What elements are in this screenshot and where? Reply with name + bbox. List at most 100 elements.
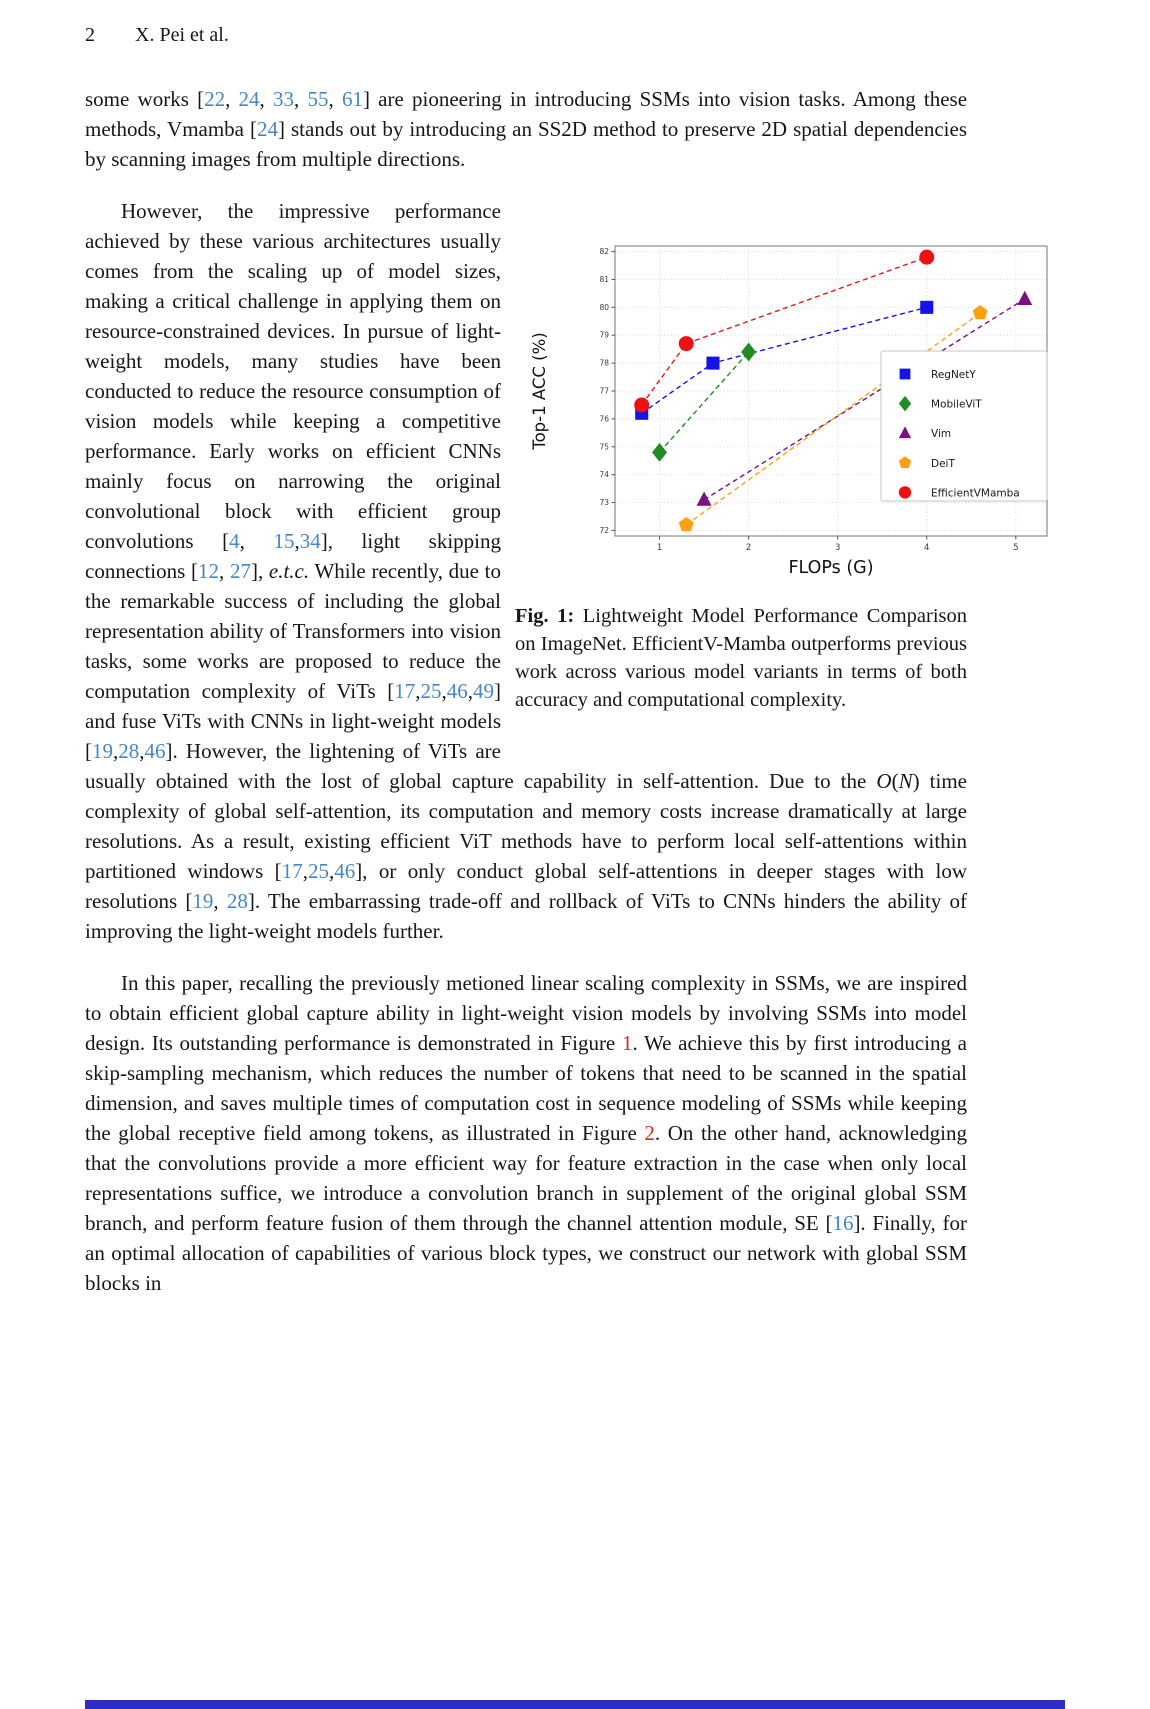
text-segment: N xyxy=(898,769,913,793)
citation-link[interactable]: 4 xyxy=(229,529,240,553)
running-head: X. Pei et al. xyxy=(135,24,229,46)
paper-page: 2 X. Pei et al. some works [22, 24, 33, … xyxy=(85,24,1048,1298)
figure-1: 72 73 74 75 76 77 78 79 80 81 82 1 2 3 4 5 RegNetY Mobile… xyxy=(515,188,1050,714)
text-segment: , xyxy=(139,739,145,763)
figure-caption: Fig. 1: Lightweight Model Performance Co… xyxy=(515,602,967,714)
legend-entry-Vim: Vim xyxy=(898,426,951,440)
text-segment: , xyxy=(239,529,274,553)
citation-link[interactable]: 46 xyxy=(334,859,356,883)
citation-link[interactable]: 12 xyxy=(198,559,219,583)
citation-link[interactable]: 15 xyxy=(273,529,295,553)
svg-text:76: 76 xyxy=(599,414,609,423)
chart-ticks: 72 73 74 75 76 77 78 79 80 81 82 1 2 3 4 5 xyxy=(599,247,1018,553)
running-header: 2 X. Pei et al. xyxy=(85,24,967,47)
citation-link[interactable]: 33 xyxy=(273,87,295,111)
svg-text:5: 5 xyxy=(1013,543,1018,553)
text-segment: , xyxy=(467,679,473,703)
chart-legend: RegNetY MobileViT Vim DeiT EfficientVMamba xyxy=(880,350,1048,502)
svg-text:EfficientVMamba: EfficientVMamba xyxy=(931,487,1020,499)
svg-text:82: 82 xyxy=(599,247,609,256)
citation-link[interactable]: 49 xyxy=(473,679,494,703)
legend-entry-EfficientVMamba: EfficientVMamba xyxy=(898,486,1020,499)
figure-ref-link[interactable]: 2 xyxy=(644,1121,655,1145)
text-segment: , xyxy=(302,859,308,883)
svg-text:1: 1 xyxy=(657,543,662,553)
svg-text:DeiT: DeiT xyxy=(931,458,955,470)
svg-text:3: 3 xyxy=(835,543,840,553)
svg-text:74: 74 xyxy=(599,470,609,479)
page-content: some works [22, 24, 33, 55, 61] are pion… xyxy=(85,84,1048,1298)
svg-text:78: 78 xyxy=(599,359,609,368)
citation-link[interactable]: 34 xyxy=(299,529,321,553)
text-segment: ]. The embarrassing trade-off and rollba… xyxy=(85,889,968,943)
citation-link[interactable]: 28 xyxy=(226,889,248,913)
svg-text:80: 80 xyxy=(599,303,609,312)
text-segment: , xyxy=(213,889,227,913)
text-segment: ], xyxy=(250,559,269,583)
figure-caption-label: Fig. 1: xyxy=(515,605,575,627)
citation-link[interactable]: 61 xyxy=(341,87,363,111)
chart-series-EfficientVMamba xyxy=(634,249,935,413)
text-segment: , xyxy=(219,559,230,583)
svg-text:2: 2 xyxy=(746,543,751,553)
citation-link[interactable]: 19 xyxy=(92,739,113,763)
text-segment: , xyxy=(294,529,300,553)
paragraph-intro: some works [22, 24, 33, 55, 61] are pion… xyxy=(85,84,967,174)
svg-text:73: 73 xyxy=(599,498,609,507)
text-segment: , xyxy=(328,87,342,111)
legend-entry-MobileViT: MobileViT xyxy=(898,395,982,412)
text-segment: , xyxy=(259,87,274,111)
paragraph-body: However, the impressive performance achi… xyxy=(85,196,967,946)
text-segment: , xyxy=(113,739,119,763)
citation-link[interactable]: 17 xyxy=(394,679,416,703)
page-bottom-bar xyxy=(85,1700,1065,1709)
text-segment: ], light skipping connections [ xyxy=(85,529,501,583)
chart-series-MobileViT xyxy=(652,342,757,462)
svg-text:RegNetY: RegNetY xyxy=(931,369,976,381)
citation-link[interactable]: 27 xyxy=(229,559,251,583)
text-segment: , xyxy=(328,859,335,883)
text-segment: In this paper, recalling the previously … xyxy=(85,971,967,1055)
text-segment: ] and fuse ViTs with CNNs in light-weigh… xyxy=(85,679,501,763)
text-segment: , xyxy=(441,679,447,703)
page-number: 2 xyxy=(85,24,95,46)
legend-entry-DeiT: DeiT xyxy=(898,456,955,470)
citation-link[interactable]: 28 xyxy=(118,739,140,763)
text-segment: O xyxy=(876,769,892,793)
y-axis-label: Top-1 ACC (%) xyxy=(530,332,549,450)
citation-link[interactable]: 46 xyxy=(446,679,468,703)
citation-link[interactable]: 24 xyxy=(238,87,260,111)
citation-link[interactable]: 24 xyxy=(257,117,278,141)
text-segment: , xyxy=(225,87,239,111)
text-segment: . On the other hand, acknowledging that … xyxy=(85,1121,967,1235)
citation-link[interactable]: 16 xyxy=(832,1211,854,1235)
text-segment: ) time complexity of global self-attenti… xyxy=(85,769,967,883)
svg-text:79: 79 xyxy=(599,331,609,340)
svg-text:Vim: Vim xyxy=(931,428,951,440)
citation-link[interactable]: 19 xyxy=(192,889,214,913)
figure1-performance-chart: 72 73 74 75 76 77 78 79 80 81 82 1 2 3 4 5 RegNetY Mobile… xyxy=(530,245,1048,578)
citation-link[interactable]: 17 xyxy=(281,859,303,883)
paragraph-method: In this paper, recalling the previously … xyxy=(85,968,967,1298)
svg-text:4: 4 xyxy=(924,543,929,553)
figure-ref-link[interactable]: 1 xyxy=(621,1031,633,1055)
chart-series-Vim xyxy=(696,290,1033,506)
citation-link[interactable]: 46 xyxy=(144,739,166,763)
text-segment: . We achieve this by first introducing a… xyxy=(85,1031,967,1145)
text-segment: ( xyxy=(891,769,899,793)
text-segment: ]. Finally, for an optimal allocation of… xyxy=(85,1211,967,1295)
citation-link[interactable]: 25 xyxy=(420,679,442,703)
svg-text:MobileViT: MobileViT xyxy=(931,399,982,411)
chart-series-DeiT xyxy=(678,305,988,532)
text-segment: , xyxy=(415,679,421,703)
citation-link[interactable]: 22 xyxy=(204,87,226,111)
figure-caption-text: Lightweight Model Performance Comparison… xyxy=(515,605,967,711)
svg-text:81: 81 xyxy=(599,275,609,284)
text-segment: some works [ xyxy=(85,87,205,111)
text-segment: However, the impressive performance achi… xyxy=(85,199,501,553)
citation-link[interactable]: 25 xyxy=(307,859,329,883)
text-segment: ] are pioneering in introducing SSMs int… xyxy=(85,87,968,141)
text-segment: ], or only conduct global self-attention… xyxy=(85,859,967,913)
citation-link[interactable]: 55 xyxy=(307,87,329,111)
text-segment: While recently, due to the remarkable su… xyxy=(85,559,501,703)
